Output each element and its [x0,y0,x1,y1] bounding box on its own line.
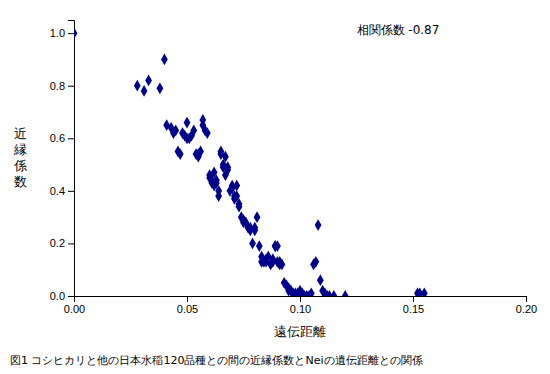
y-tick-mark [68,33,74,34]
point [145,75,152,87]
x-tick-label: 0.00 [64,303,85,315]
x-tick: 0.00 [64,296,85,315]
point [317,274,324,286]
y-tick-mark [68,191,74,192]
annotation: 相関係数 -0.87 [357,23,440,37]
point [254,211,261,223]
y-tick: 0.4 [50,185,74,197]
chart: 0.00 0.05 0.10 0.15 0.20 0.0 0.2 0.4 0.6 0.8 1.0 相関… [0,0,550,374]
y-axis-title-line: 縁 [13,142,27,157]
point [141,85,148,97]
point [233,180,240,192]
y-tick-mark [68,243,74,244]
point [279,259,286,271]
x-tick-mark [413,296,414,302]
x-tick: 0.15 [403,296,424,315]
x-axis: 0.00 0.05 0.10 0.15 0.20 [64,296,537,315]
point [215,185,222,197]
y-tick-label: 0.4 [50,185,65,197]
y-tick-mark [68,86,74,87]
x-tick: 0.20 [516,296,537,315]
point [172,125,179,137]
x-tick: 0.05 [177,296,198,315]
y-axis-line [68,21,75,297]
y-tick: 0.0 [50,290,74,302]
y-tick: 0.2 [50,237,74,249]
point [421,287,428,296]
y-tick-mark [68,296,74,297]
x-tick: 0.10 [290,296,311,315]
point [249,238,256,250]
plot-area: 0.00 0.05 0.10 0.15 0.20 0.0 0.2 0.4 0.6 0.8 1.0 相関… [50,21,538,315]
point [177,148,184,160]
y-axis: 0.0 0.2 0.4 0.6 0.8 1.0 [50,21,75,303]
y-axis-title: 近縁係数 [13,126,27,189]
point [156,82,163,94]
y-tick-label: 0.6 [50,132,65,144]
point [308,287,315,296]
point [331,290,338,296]
x-tick-label: 0.10 [290,303,311,315]
point [236,201,243,213]
point [74,27,77,39]
y-tick-label: 0.0 [50,290,65,302]
point [342,290,349,296]
caption: 図1 コシヒカリと他の日本水稲120品種との間の近縁係数とNeiの遺伝距離との関… [10,354,423,367]
point [199,114,206,126]
point [161,54,168,66]
point [251,222,258,234]
y-tick: 1.0 [50,27,74,39]
points [74,27,428,296]
point [190,125,197,137]
point [274,240,281,252]
x-tick-label: 0.05 [177,303,198,315]
x-tick-mark [526,296,527,302]
point [204,127,211,139]
y-axis-title-line: 近 [14,126,27,141]
point [134,80,141,92]
y-axis-title-line: 係 [13,158,27,173]
y-tick: 0.6 [50,132,74,144]
y-tick-label: 0.2 [50,237,65,249]
point [197,146,204,158]
point [224,164,231,176]
x-tick-mark [300,296,301,302]
x-axis-title: 遠伝距離 [274,324,326,339]
x-tick-mark [187,296,188,302]
x-axis-line [75,297,527,303]
point [256,240,263,252]
y-axis-title-line: 数 [14,174,27,189]
point [312,256,319,268]
y-tick-label: 1.0 [50,27,65,39]
y-tick: 0.8 [50,80,74,92]
x-tick-label: 0.20 [516,303,537,315]
y-tick-label: 0.8 [50,80,65,92]
y-tick-mark [68,138,74,139]
point [222,151,229,163]
point [184,117,191,129]
point [315,219,322,231]
x-tick-label: 0.15 [403,303,424,315]
